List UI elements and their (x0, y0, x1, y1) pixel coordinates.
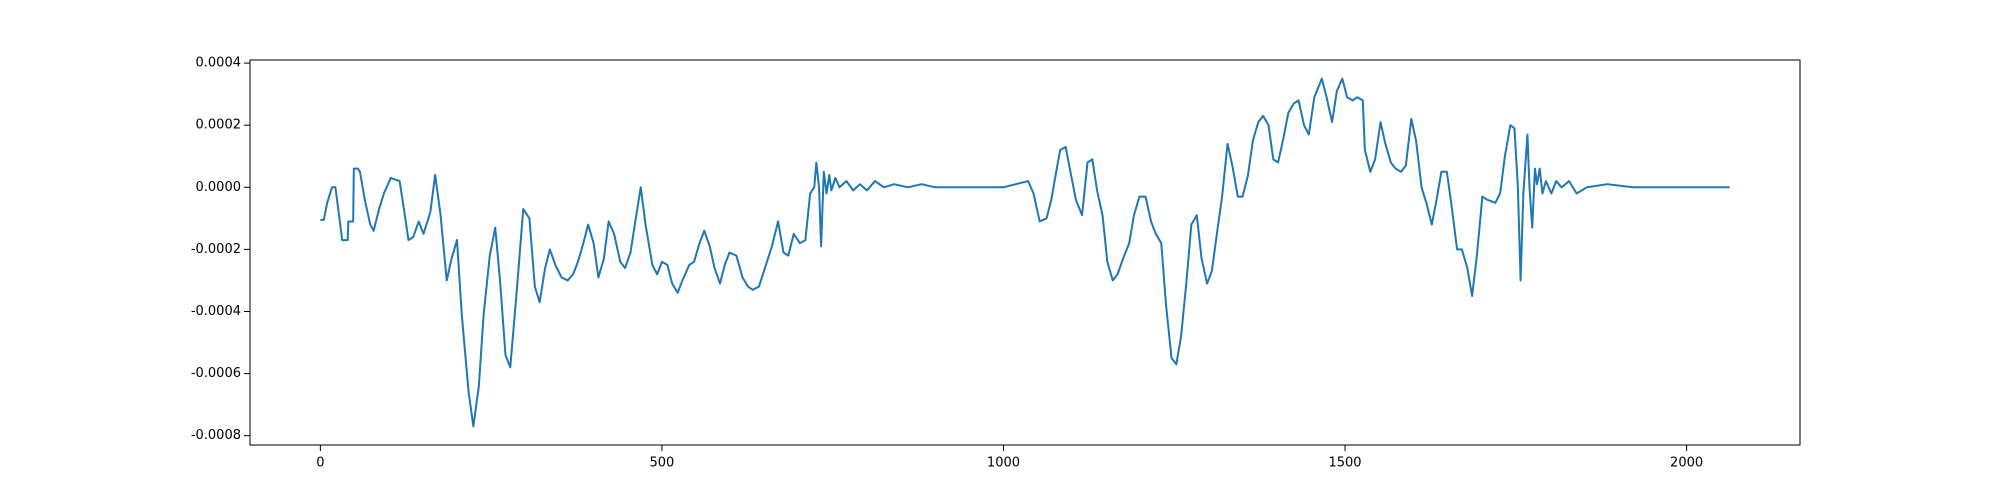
y-tick-label: -0.0006 (191, 366, 241, 381)
y-tick-label: 0.0004 (196, 56, 242, 71)
x-tick-label: 1000 (987, 456, 1020, 471)
x-tick-label: 2000 (1670, 456, 1703, 471)
x-tick-label: 500 (650, 456, 675, 471)
y-tick-label: -0.0002 (191, 242, 241, 257)
x-tick-label: 0 (316, 456, 324, 471)
y-tick-label: -0.0004 (191, 304, 241, 319)
y-tick-label: 0.0000 (196, 180, 242, 195)
y-tick-label: 0.0002 (196, 118, 242, 133)
plot-frame (249, 59, 1801, 446)
x-tick-label: 1500 (1328, 456, 1361, 471)
data-line (320, 77, 1730, 428)
y-tick-label: -0.0008 (191, 428, 241, 443)
